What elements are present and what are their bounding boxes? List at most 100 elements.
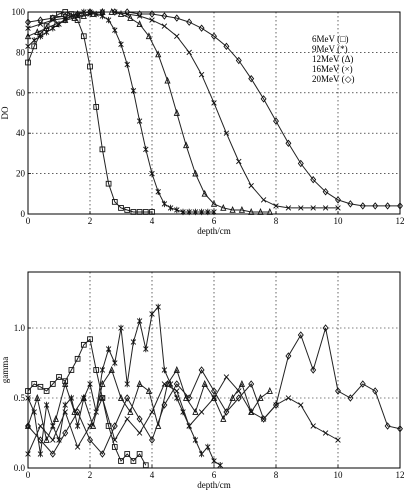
series-1	[25, 8, 217, 216]
triangle-marker	[210, 199, 218, 207]
diamond-marker	[285, 352, 292, 360]
x-marker	[62, 409, 68, 415]
diamond-marker	[310, 366, 317, 374]
square-marker	[68, 367, 75, 373]
star-marker	[99, 366, 106, 374]
x-marker	[74, 444, 81, 450]
diamond-marker	[372, 387, 379, 395]
series-4	[25, 8, 403, 210]
diamond-marker	[211, 32, 217, 40]
diamond-marker	[384, 422, 391, 430]
diamond-marker	[347, 394, 354, 402]
y-tick-label: 40	[16, 128, 26, 138]
star-marker	[211, 457, 217, 465]
star-marker	[74, 422, 81, 430]
triangle-marker	[62, 380, 69, 387]
square-marker	[118, 458, 124, 464]
square-marker	[74, 355, 81, 362]
triangle-marker	[183, 141, 190, 149]
triangle-marker	[229, 205, 236, 213]
diamond-marker	[310, 175, 317, 184]
diamond-marker	[322, 324, 329, 332]
triangle-marker	[173, 109, 180, 116]
diamond-marker	[25, 422, 31, 430]
x-marker	[198, 409, 205, 415]
y-axis-label: gamma	[0, 357, 10, 384]
square-marker	[124, 207, 131, 213]
y-tick-label: 1.0	[14, 323, 26, 333]
triangle-marker	[127, 14, 134, 21]
triangle-marker	[108, 366, 115, 373]
x-marker	[223, 130, 230, 136]
square-marker	[87, 63, 93, 70]
diamond-marker	[37, 16, 44, 24]
triangle-marker	[99, 380, 106, 387]
square-marker	[105, 180, 112, 187]
star-marker	[136, 117, 143, 125]
diamond-marker	[347, 200, 354, 208]
series-3	[25, 374, 341, 457]
square-marker	[87, 336, 93, 343]
square-marker	[142, 462, 149, 469]
series-2	[24, 8, 273, 215]
x-marker	[174, 388, 180, 394]
diamond-marker	[136, 415, 143, 423]
star-marker	[43, 401, 50, 409]
triangle-marker	[266, 387, 273, 394]
x-marker	[161, 23, 168, 29]
star-marker	[192, 208, 199, 216]
series-line	[27, 376, 339, 455]
series-line	[27, 368, 271, 442]
diamond-marker	[173, 380, 180, 388]
x-tick-label: 12	[396, 470, 405, 480]
triangle-marker	[80, 394, 87, 401]
x-marker	[124, 416, 130, 422]
star-marker	[149, 310, 155, 318]
triangle-marker	[238, 380, 245, 387]
triangle-marker	[248, 408, 255, 415]
diamond-marker	[211, 387, 217, 395]
triangle-marker	[201, 380, 208, 387]
diamond-marker	[297, 159, 304, 168]
x-marker	[310, 423, 316, 429]
diamond-marker	[248, 380, 255, 388]
star-marker	[149, 170, 155, 177]
x-marker	[112, 437, 118, 443]
diamond-marker	[87, 436, 93, 444]
square-marker	[37, 383, 44, 390]
x-marker	[50, 437, 56, 443]
gamma-panel: 0 2 4 6 8 10 12 0.0 0.5 1.0 depth/cm gamma	[0, 271, 405, 490]
square-marker	[31, 381, 38, 387]
square-marker	[56, 374, 62, 380]
x-marker	[37, 423, 44, 429]
y-tick-label: 60	[16, 88, 26, 98]
diamond-marker	[111, 8, 118, 16]
square-marker	[111, 199, 118, 205]
square-marker	[49, 381, 56, 387]
diamond-marker	[74, 408, 81, 416]
x-marker	[136, 430, 143, 436]
series-line	[27, 11, 338, 209]
diamond-marker	[322, 188, 329, 196]
x-marker	[186, 423, 192, 429]
star-marker	[161, 200, 168, 208]
triangle-marker	[192, 169, 199, 177]
star-marker	[87, 380, 93, 388]
x-marker	[298, 402, 304, 408]
triangle-marker	[117, 394, 125, 401]
y-tick-label: 80	[16, 47, 26, 57]
triangle-marker	[52, 20, 59, 27]
depth-dose-panel: 0 2 4 6 8 10 12 0 20 40 60 80 100 depth/cm DO 6MeV (□)9…	[0, 7, 405, 236]
diamond-marker	[223, 42, 230, 51]
diamond-marker	[62, 12, 69, 20]
x-tick-label: 6	[212, 216, 217, 226]
star-marker	[205, 443, 211, 451]
x-marker	[149, 17, 155, 23]
x-marker	[198, 71, 205, 78]
x-marker	[236, 388, 242, 394]
diamond-marker	[124, 394, 131, 402]
x-tick-label: 4	[150, 470, 155, 480]
star-marker	[192, 436, 199, 444]
diamond-marker	[87, 8, 93, 16]
